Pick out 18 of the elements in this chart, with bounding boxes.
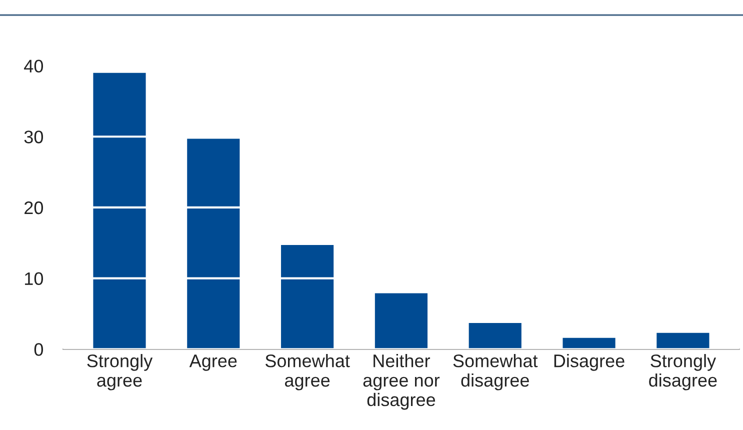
x-tick-label: Somewhat disagree [453,354,538,390]
x-tick-label: Strongly disagree [649,354,717,390]
x-tick-label: Disagree [554,354,624,371]
y-tick-label: 0 [34,343,44,356]
y-tick-label: 20 [24,201,44,214]
y-tick-label: 30 [24,130,44,144]
bar [468,322,522,350]
x-tick-label: Somewhat agree [265,354,350,390]
bar [187,138,240,350]
bar [281,245,334,350]
x-tick-label: Strongly agree [87,354,153,390]
bar [374,293,428,350]
y-tick-label: 10 [25,272,44,286]
y-tick-label: 40 [24,60,44,73]
bar [93,72,146,350]
x-tick-label: Agree [189,354,237,371]
x-tick-label: Neither agree nor disagree [363,354,440,410]
bar [656,332,710,350]
